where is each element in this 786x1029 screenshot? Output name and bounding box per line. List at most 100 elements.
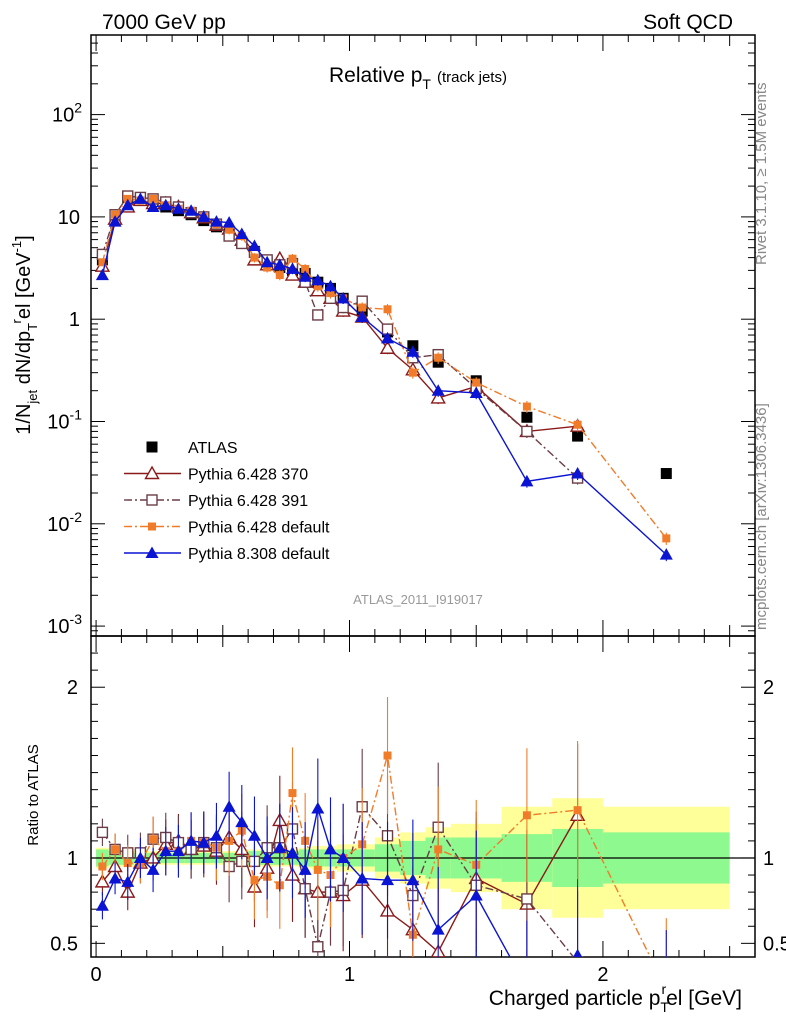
ratio-ytick-label-right: 0.5 — [763, 933, 786, 955]
series-py8 — [95, 192, 673, 562]
marker-py8 — [520, 474, 534, 487]
ratio-xtick-label: 2 — [597, 964, 608, 986]
ratio-panel: 0 1 2 0.5 0.5 1 1 2 2 — [50, 635, 786, 986]
marker-py8 — [285, 262, 299, 274]
ratio-marker-py391 — [571, 956, 584, 957]
marker-atlas — [572, 430, 584, 442]
marker-atlas — [660, 468, 672, 480]
marker-py8 — [247, 239, 261, 251]
ratio-marker-py8 — [355, 871, 369, 884]
legend-label-atlas: ATLAS — [188, 440, 238, 457]
marker-py8 — [222, 216, 236, 228]
ratio-ytick-label-right: 1 — [763, 848, 774, 870]
legend-label-py8: Pythia 8.308 default — [188, 546, 330, 563]
ratio-marker-py8 — [121, 875, 135, 887]
ratio-marker-py8 — [209, 829, 223, 841]
ratio-marker-py8 — [311, 801, 325, 814]
main-ytick-label: 10-3 — [47, 611, 82, 638]
mcplots-label: mcplots.cern.ch [arXiv:1306.3436] — [753, 403, 770, 630]
ratio-marker-py8 — [171, 844, 185, 857]
ylabel-sub1: jet — [25, 389, 40, 404]
marker-py8 — [171, 202, 185, 214]
marker-py8 — [431, 384, 445, 396]
series-pydef — [98, 194, 671, 545]
ratio-marker-py8 — [572, 948, 583, 957]
ratio-marker-py8 — [159, 844, 173, 857]
legend: ATLAS Pythia 6.428 370 Pythia 6.428 391 Pyt… — [124, 440, 330, 563]
ratio-ylabel: Ratio to ATLAS — [25, 744, 42, 845]
ratio-marker-py8 — [431, 923, 445, 935]
marker-py8 — [209, 215, 223, 227]
marker-py8 — [159, 198, 173, 211]
ratio-frame — [90, 635, 756, 958]
ratio-marker-pydef — [288, 789, 297, 798]
xlabel-p2: el [GeV] — [666, 987, 742, 1010]
xlabel-sup: r — [661, 981, 666, 997]
ratio-marker-py8 — [298, 863, 312, 875]
ratio-marker-py8 — [406, 873, 420, 886]
marker-pydef — [472, 378, 481, 387]
rivet-label: Rivet 3.1.10, ≥ 1.5M events — [753, 83, 770, 266]
ratio-marker-py8 — [133, 851, 147, 863]
marker-py8 — [108, 215, 122, 227]
ratio-marker-pydef — [123, 859, 132, 868]
marker-py8 — [323, 279, 337, 292]
marker-pydef — [573, 420, 582, 429]
marker-py8 — [469, 386, 483, 398]
marker-py8 — [336, 291, 350, 304]
legend-label-pydef: Pythia 6.428 default — [188, 520, 330, 537]
ratio-xtick-label: 1 — [344, 964, 355, 986]
marker-py8 — [95, 268, 109, 281]
ratio-marker-pydef — [250, 876, 259, 885]
marker-py8 — [298, 270, 312, 282]
ratio-marker-py391 — [521, 893, 533, 905]
ratio-ytick-label: 2 — [67, 677, 78, 699]
marker-py8 — [381, 331, 395, 344]
ratio-line-py8 — [101, 805, 583, 957]
marker-py8 — [659, 548, 673, 560]
title-sub: T — [422, 76, 431, 92]
series-py370 — [94, 192, 586, 438]
marker-pydef — [111, 210, 120, 219]
ratio-marker-py8 — [336, 851, 350, 863]
marker-py8 — [121, 198, 135, 211]
marker-py8 — [197, 210, 211, 222]
legend-label-py370: Pythia 6.428 370 — [188, 467, 308, 484]
series-py391 — [96, 190, 584, 485]
marker-py370 — [379, 340, 396, 354]
main-ytick-label: 10 — [58, 207, 80, 229]
ratio-marker-py8 — [197, 836, 211, 848]
ratio-marker-py8 — [95, 899, 109, 911]
ratio-marker-pydef — [434, 845, 443, 854]
xlabel-sub: T — [660, 999, 669, 1015]
marker-py8 — [273, 258, 287, 270]
ratio-marker-py8 — [222, 800, 236, 812]
marker-py370 — [430, 389, 446, 404]
legend-marker-py391 — [146, 494, 158, 506]
ratio-marker-pydef — [383, 751, 392, 760]
main-ytick-label: 10-2 — [47, 509, 82, 536]
main-ytick-label: 10-1 — [47, 406, 82, 433]
marker-py8 — [571, 467, 585, 479]
ylabel-sub2: T — [25, 323, 40, 331]
marker-py391 — [337, 301, 349, 314]
ratio-xtick-label: 0 — [91, 964, 102, 986]
legend-marker-py8 — [145, 546, 159, 558]
legend-marker-atlas — [146, 441, 158, 453]
ratio-marker-py370 — [94, 873, 111, 888]
marker-pydef — [383, 305, 392, 314]
series-line-py8 — [101, 198, 667, 556]
ratio-marker-py8 — [184, 834, 198, 846]
legend-marker-py370 — [144, 465, 160, 480]
title-suffix: (track jets) — [437, 69, 507, 86]
ratio-marker-py391 — [312, 941, 324, 953]
ratio-marker-py8 — [323, 842, 337, 855]
header-left: 7000 GeV pp — [102, 11, 226, 34]
marker-py391 — [312, 309, 324, 321]
ylabel-sup3: -1 — [9, 241, 24, 253]
main-series-group — [94, 190, 673, 562]
header-right: Soft QCD — [643, 11, 733, 34]
ratio-marker-py391 — [96, 826, 109, 839]
ratio-marker-pydef — [111, 845, 120, 854]
